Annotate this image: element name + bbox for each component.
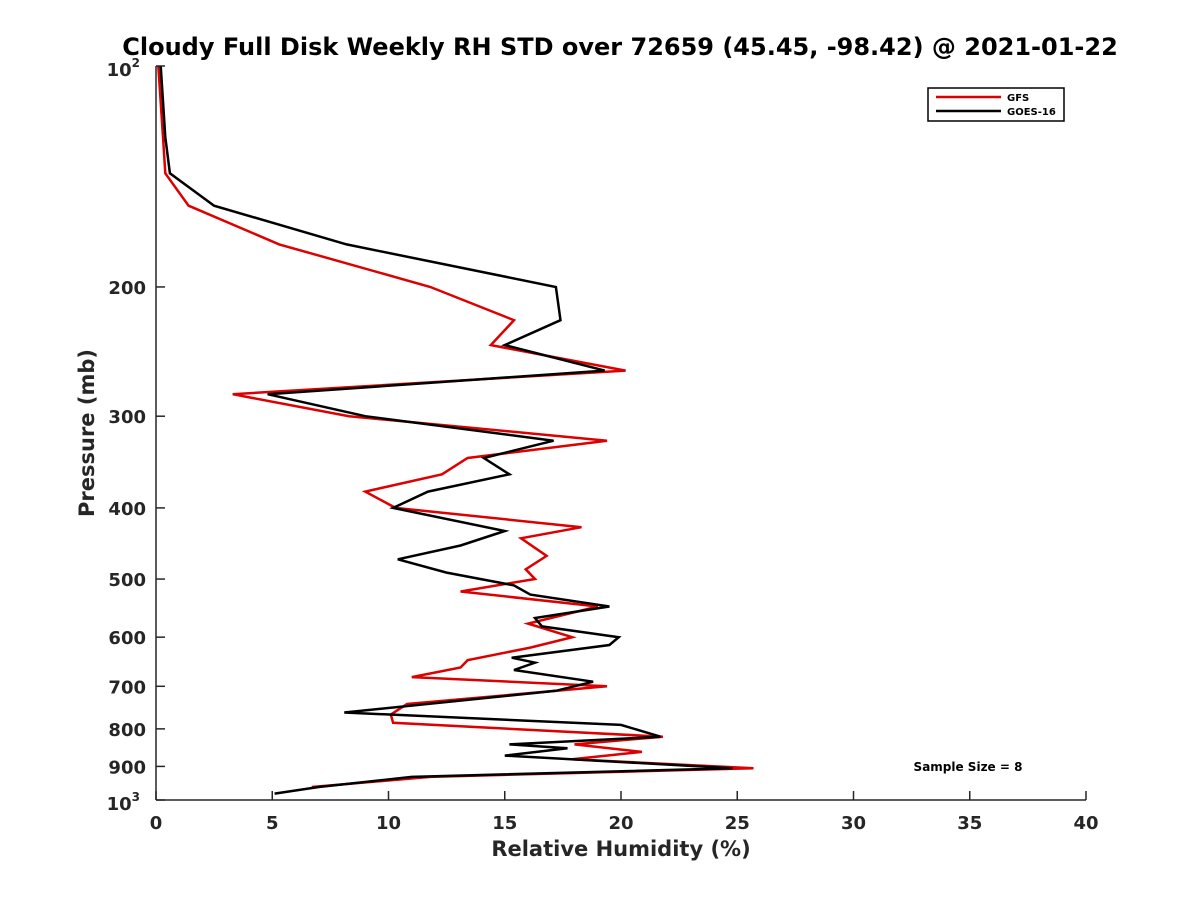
y-tick-label-500: 500 xyxy=(108,570,146,591)
x-tick-label-10: 10 xyxy=(376,813,401,834)
y-ticks: 102 200 300 400 500 600 700 800 900 103 xyxy=(107,56,165,815)
legend-box xyxy=(927,87,1065,122)
sample-size-annotation: Sample Size = 8 xyxy=(914,760,1023,774)
x-tick-label-40: 40 xyxy=(1073,813,1098,834)
series-line-gfs xyxy=(157,65,754,789)
chart-title: Cloudy Full Disk Weekly RH STD over 7265… xyxy=(122,33,1118,61)
y-tick-label-800: 800 xyxy=(108,720,146,741)
y-tick-label-300: 300 xyxy=(108,407,146,428)
y-tick-label-400: 400 xyxy=(108,499,146,520)
legend: GFS GOES-16 xyxy=(927,87,1065,122)
y-tick-label-100: 102 xyxy=(107,56,140,81)
y-tick-label-700: 700 xyxy=(108,677,146,698)
x-axis-label: Relative Humidity (%) xyxy=(491,837,750,861)
x-tick-label-0: 0 xyxy=(150,813,163,834)
x-ticks: 0 5 10 15 20 25 30 35 40 xyxy=(150,791,1099,834)
y-tick-label-600: 600 xyxy=(108,628,146,649)
series-line-goes16 xyxy=(159,65,733,795)
y-tick-label-200: 200 xyxy=(108,278,146,299)
legend-label-gfs: GFS xyxy=(1007,93,1029,104)
x-tick-label-30: 30 xyxy=(841,813,866,834)
x-tick-label-15: 15 xyxy=(492,813,517,834)
legend-label-goes16: GOES-16 xyxy=(1007,107,1056,118)
y-tick-label-1000: 103 xyxy=(107,790,140,815)
x-tick-label-20: 20 xyxy=(608,813,633,834)
x-tick-label-25: 25 xyxy=(725,813,750,834)
plot-lines xyxy=(157,65,754,795)
x-tick-label-5: 5 xyxy=(266,813,279,834)
x-tick-label-35: 35 xyxy=(957,813,982,834)
y-tick-label-900: 900 xyxy=(108,757,146,778)
y-axis-label: Pressure (mb) xyxy=(75,349,99,517)
